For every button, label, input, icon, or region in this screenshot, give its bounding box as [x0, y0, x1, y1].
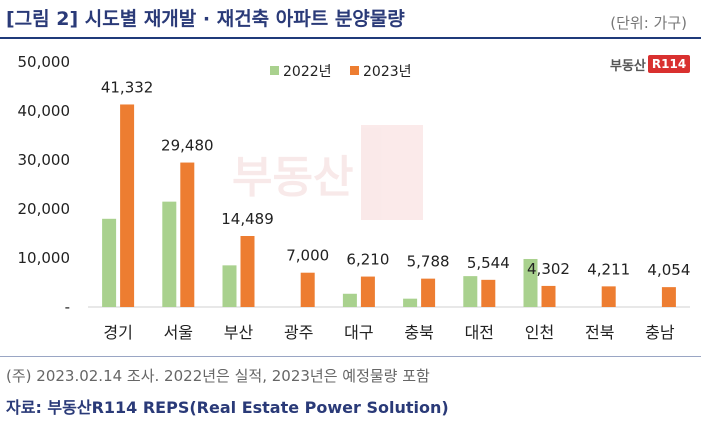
watermark-box	[361, 125, 424, 220]
source-label: 자료: 부동산R114 REPS(Real Estate Power Solut…	[6, 398, 449, 417]
x-tick-label: 광주	[284, 323, 313, 342]
x-tick-label: 충북	[404, 323, 433, 342]
data-label-2023: 6,210	[346, 251, 389, 269]
bar-2023	[481, 279, 496, 307]
x-tick-label: 경기	[103, 323, 132, 342]
watermark-text: 부동산	[232, 151, 354, 203]
data-label-2023: 4,054	[647, 261, 690, 279]
logo-badge: R114	[647, 55, 691, 73]
data-label-2023: 4,211	[587, 260, 630, 278]
watermark: 부동산	[232, 125, 432, 220]
bar-2023	[180, 162, 195, 307]
header-divider	[0, 37, 701, 39]
bar-2023	[541, 285, 556, 307]
x-tick-label: 전북	[585, 323, 614, 342]
bar-2023	[601, 286, 616, 307]
x-tick-label: 서울	[164, 323, 193, 342]
data-label-2023: 14,489	[221, 210, 274, 228]
bar-2022	[463, 276, 478, 307]
brand-logo: 부동산 R114	[610, 53, 691, 75]
footnote: (주) 2023.02.14 조사. 2022년은 실적, 2023년은 예정물…	[6, 367, 430, 385]
x-tick-label: 충남	[645, 323, 675, 342]
data-label-2023: 4,302	[527, 260, 570, 278]
data-label-2023: 7,000	[286, 247, 329, 265]
logo-text: 부동산	[610, 58, 646, 74]
x-tick-label: 대전	[465, 323, 494, 342]
y-tick-label: 40,000	[18, 102, 71, 120]
legend-swatch	[350, 66, 359, 75]
bar-2022	[523, 258, 538, 307]
unit-label: (단위: 가구)	[610, 14, 687, 32]
y-tick-label: 10,000	[18, 249, 71, 267]
bar-2022	[102, 218, 117, 307]
chart-title: [그림 2] 시도별 재개발 · 재건축 아파트 분양물량	[6, 8, 405, 30]
data-label-2023: 29,480	[161, 137, 214, 155]
bar-2022	[403, 298, 418, 307]
bar-2023	[421, 278, 436, 307]
bar-2023	[300, 272, 315, 307]
bar-2023	[661, 287, 676, 307]
bar-2023	[360, 276, 375, 307]
y-tick-label: 50,000	[18, 53, 71, 71]
bar-2023	[120, 104, 135, 307]
legend-label: 2023년	[363, 64, 412, 80]
x-tick-label: 부산	[224, 323, 254, 342]
y-tick-label: 30,000	[18, 151, 71, 169]
bar-2022	[222, 265, 237, 307]
legend-swatch	[270, 66, 279, 75]
data-label-2023: 41,332	[101, 78, 154, 96]
y-tick-label: -	[65, 298, 70, 316]
footer-divider	[0, 356, 701, 357]
data-label-2023: 5,544	[467, 254, 510, 272]
bar-2023	[240, 236, 255, 307]
x-tick-label: 인천	[525, 323, 554, 342]
bar-2022	[162, 201, 177, 307]
legend-label: 2022년	[283, 64, 332, 80]
x-tick-label: 대구	[344, 323, 373, 342]
data-label-2023: 5,788	[407, 253, 450, 271]
y-tick-label: 20,000	[18, 200, 71, 218]
bar-2022	[342, 293, 357, 307]
bar-chart: - 10,000 20,000 30,000 40,000 50,000 41,332 경기 2…	[18, 53, 691, 342]
